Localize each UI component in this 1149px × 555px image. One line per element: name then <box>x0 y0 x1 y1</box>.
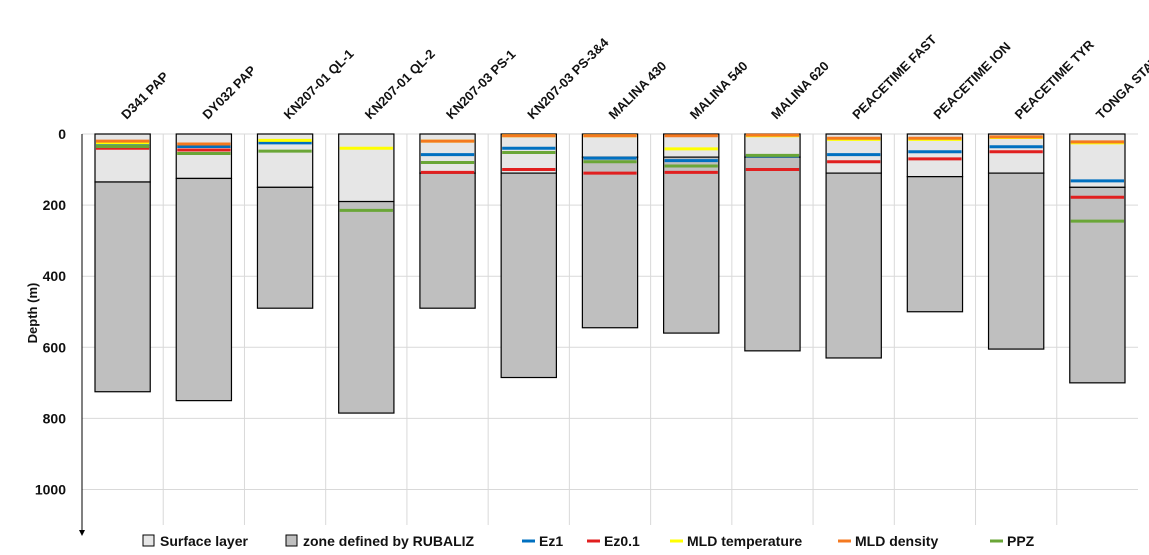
bar-segment <box>338 200 395 414</box>
legend-label: PPZ <box>1007 533 1035 549</box>
legend-swatch <box>285 534 298 547</box>
bar-segment <box>663 156 720 334</box>
category-label: KN207-03 PS-3&4 <box>524 34 612 122</box>
y-tick-label: 600 <box>43 339 67 355</box>
bar-segment <box>744 133 801 158</box>
bar-segment <box>1069 186 1126 384</box>
legend-label: zone defined by RUBALIZ <box>303 533 475 549</box>
bar-segment <box>906 176 964 313</box>
y-axis-arrow <box>79 530 85 537</box>
y-tick-label: 0 <box>58 126 66 142</box>
legend-swatch <box>142 534 155 547</box>
legend-label: Ez1 <box>539 533 563 549</box>
axes: 0 200 400 600 800 1000 <box>35 126 85 537</box>
legend-label: Surface layer <box>160 533 248 549</box>
bar-segment <box>581 133 639 158</box>
bar-segment <box>987 172 1045 350</box>
bar-segment <box>987 133 1045 174</box>
bar-segment <box>663 133 720 158</box>
category-label: MALINA 620 <box>768 58 832 122</box>
y-tick-label: 400 <box>43 268 67 284</box>
category-labels: D341 PAP DY032 PAP KN207-01 QL-1 KN207-01 Q… <box>118 30 1149 122</box>
legend-label: Ez0.1 <box>604 533 640 549</box>
category-label: MALINA 540 <box>687 58 751 122</box>
legend-label: MLD density <box>855 533 938 549</box>
gridlines <box>82 133 1138 526</box>
bar-segment <box>338 133 395 203</box>
category-label: KN207-01 QL-1 <box>281 46 357 122</box>
marker-lines <box>95 133 1125 223</box>
bar-segment <box>500 172 557 379</box>
bar-segment <box>175 133 233 180</box>
bar-segment <box>94 181 151 393</box>
bar-segment <box>581 156 639 329</box>
category-label: D341 PAP <box>118 69 172 123</box>
bar-segment <box>906 133 964 178</box>
category-label: TONGA STATION 8 <box>1093 30 1149 122</box>
category-label: DY032 PAP <box>199 62 259 122</box>
bars <box>94 133 1126 414</box>
category-label: MALINA 430 <box>606 58 670 122</box>
bar-segment <box>256 186 314 309</box>
y-axis-title: Depth (m) <box>25 283 40 344</box>
category-label: PEACETIME FAST <box>849 32 939 122</box>
category-label: PEACETIME TYR <box>1012 37 1098 123</box>
legend: Surface layer zone defined by RUBALIZ Ez1 E… <box>142 533 1035 549</box>
y-tick-label: 200 <box>43 197 67 213</box>
legend-label: MLD temperature <box>687 533 802 549</box>
category-label: KN207-01 QL-2 <box>362 46 438 122</box>
category-label: PEACETIME ION <box>930 39 1013 122</box>
y-tick-label: 1000 <box>35 482 66 498</box>
bar-segment <box>825 172 882 359</box>
bar-segment <box>175 177 233 402</box>
y-tick-label: 800 <box>43 410 67 426</box>
category-label: KN207-03 PS-1 <box>443 47 519 123</box>
bar-segment <box>744 156 801 352</box>
bar-segment <box>419 172 476 309</box>
